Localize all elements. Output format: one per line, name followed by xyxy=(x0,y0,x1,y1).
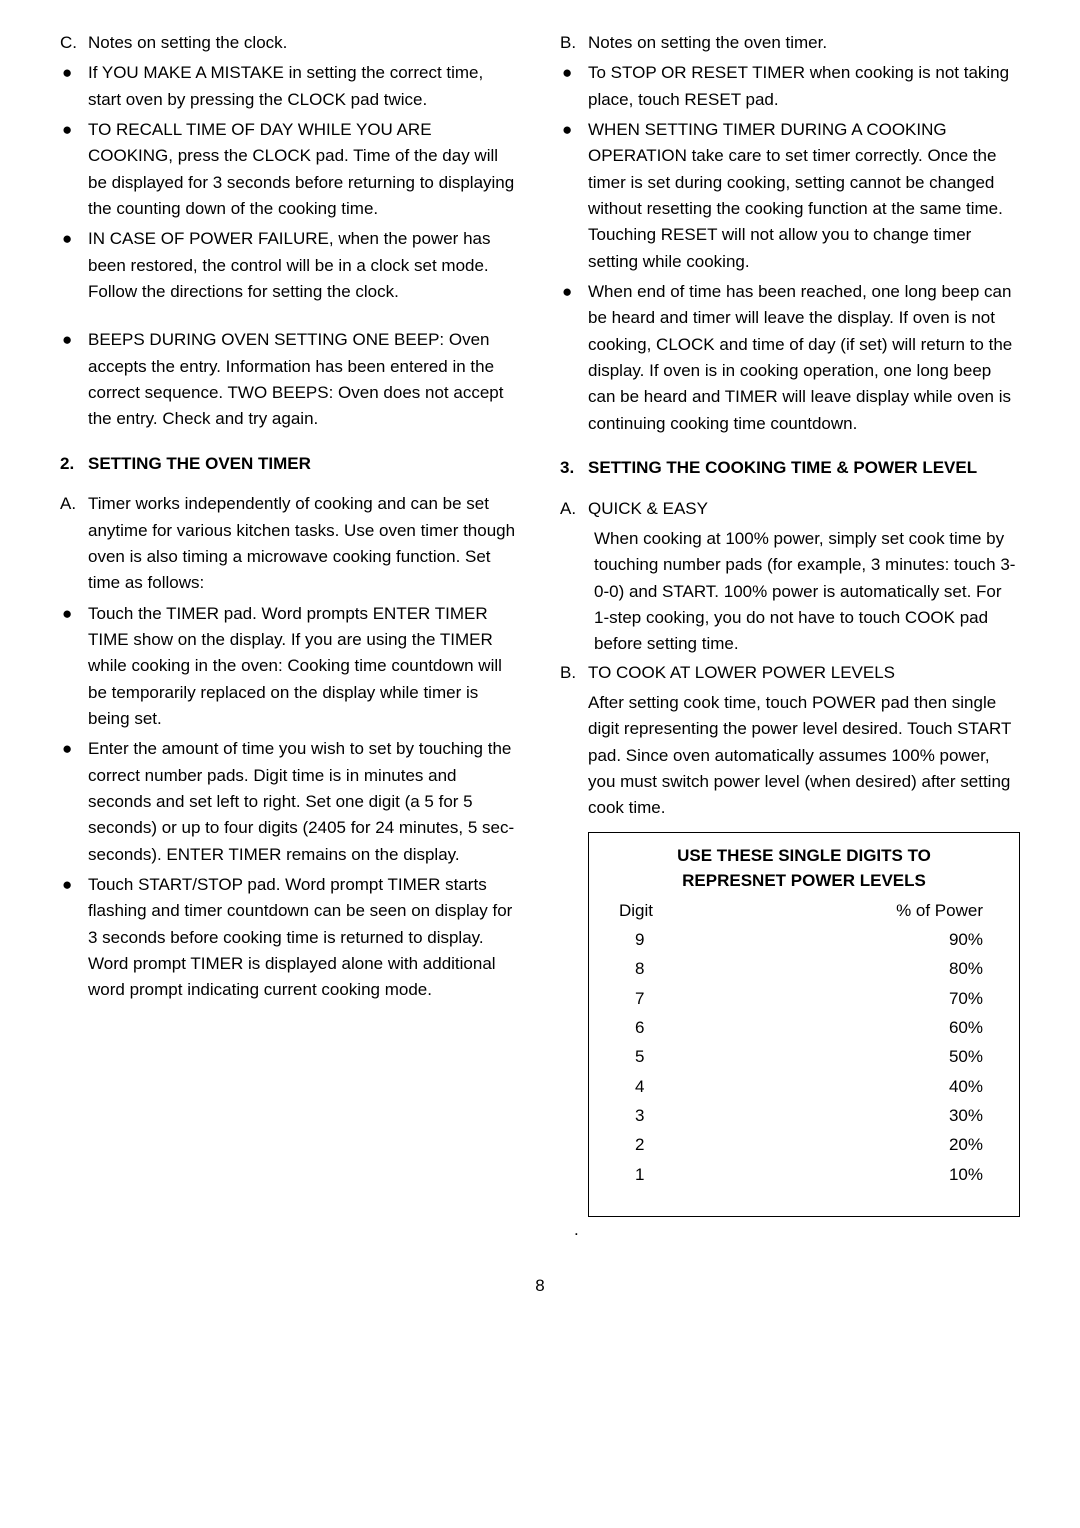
bullet-icon: ● xyxy=(560,279,588,437)
bullet-icon: ● xyxy=(560,60,588,113)
text-b2-body: After setting cook time, touch POWER pad… xyxy=(560,690,1020,822)
bullet-icon: ● xyxy=(560,117,588,275)
letter-a: A. xyxy=(60,491,88,596)
cell-digit: 3 xyxy=(635,1103,644,1129)
cell-digit: 4 xyxy=(635,1074,644,1100)
bullet-icon: ● xyxy=(60,117,88,222)
bullet-icon: ● xyxy=(60,872,88,1004)
letter-b2: B. xyxy=(560,660,588,686)
power-levels-table: USE THESE SINGLE DIGITS TO REPRESNET POW… xyxy=(588,832,1020,1217)
table-row: 4 40% xyxy=(607,1074,1001,1100)
text-a2-head: QUICK & EASY xyxy=(588,496,1020,522)
cell-digit: 1 xyxy=(635,1162,644,1188)
cell-power: 70% xyxy=(949,986,983,1012)
letter-c: C. xyxy=(60,30,88,56)
table-row: 8 80% xyxy=(607,956,1001,982)
section-number: 2. xyxy=(60,451,88,477)
bullet-text: BEEPS DURING OVEN SETTING ONE BEEP: Oven… xyxy=(88,327,520,432)
table-title-2: REPRESNET POWER LEVELS xyxy=(607,868,1001,894)
col-power: % of Power xyxy=(896,898,983,924)
section-title: SETTING THE COOKING TIME & POWER LEVEL xyxy=(588,455,977,481)
item-a: A. Timer works independently of cooking … xyxy=(60,491,520,596)
bullet-text: Enter the amount of time you wish to set… xyxy=(88,736,520,868)
table-row: 6 60% xyxy=(607,1015,1001,1041)
cell-digit: 8 xyxy=(635,956,644,982)
text-c: Notes on setting the clock. xyxy=(88,30,520,56)
list-item: ● Enter the amount of time you wish to s… xyxy=(60,736,520,868)
cell-digit: 2 xyxy=(635,1132,644,1158)
text-b: Notes on setting the oven timer. xyxy=(588,30,1020,56)
bullet-text: If YOU MAKE A MISTAKE in setting the cor… xyxy=(88,60,520,113)
letter-b: B. xyxy=(560,30,588,56)
table-header: Digit % of Power xyxy=(607,898,1001,924)
text-a2-body: When cooking at 100% power, simply set c… xyxy=(560,526,1020,658)
list-item: ● To STOP OR RESET TIMER when cooking is… xyxy=(560,60,1020,113)
page-number: 8 xyxy=(60,1273,1020,1299)
cell-power: 80% xyxy=(949,956,983,982)
bullet-text: TO RECALL TIME OF DAY WHILE YOU ARE COOK… xyxy=(88,117,520,222)
section-title: SETTING THE OVEN TIMER xyxy=(88,451,311,477)
cell-digit: 5 xyxy=(635,1044,644,1070)
bullet-text: Touch START/STOP pad. Word prompt TIMER … xyxy=(88,872,520,1004)
table-row: 5 50% xyxy=(607,1044,1001,1070)
list-item: ● Touch the TIMER pad. Word prompts ENTE… xyxy=(60,601,520,733)
bullet-text: When end of time has been reached, one l… xyxy=(588,279,1020,437)
bullet-icon: ● xyxy=(60,736,88,868)
cell-power: 50% xyxy=(949,1044,983,1070)
letter-a2: A. xyxy=(560,496,588,522)
item-b2: B. TO COOK AT LOWER POWER LEVELS xyxy=(560,660,1020,686)
list-item: ● TO RECALL TIME OF DAY WHILE YOU ARE CO… xyxy=(60,117,520,222)
list-item: ● If YOU MAKE A MISTAKE in setting the c… xyxy=(60,60,520,113)
table-row: 1 10% xyxy=(607,1162,1001,1188)
list-item: ● When end of time has been reached, one… xyxy=(560,279,1020,437)
section-3-heading: 3. SETTING THE COOKING TIME & POWER LEVE… xyxy=(560,455,1020,481)
table-row: 3 30% xyxy=(607,1103,1001,1129)
trailing-period: . xyxy=(574,1217,1020,1243)
text-a: Timer works independently of cooking and… xyxy=(88,491,520,596)
list-item: ● IN CASE OF POWER FAILURE, when the pow… xyxy=(60,226,520,305)
cell-digit: 7 xyxy=(635,986,644,1012)
cell-power: 40% xyxy=(949,1074,983,1100)
bullet-text: IN CASE OF POWER FAILURE, when the power… xyxy=(88,226,520,305)
section-number: 3. xyxy=(560,455,588,481)
list-item: ● Touch START/STOP pad. Word prompt TIME… xyxy=(60,872,520,1004)
item-a2: A. QUICK & EASY xyxy=(560,496,1020,522)
item-c: C. Notes on setting the clock. xyxy=(60,30,520,56)
list-item: ● WHEN SETTING TIMER DURING A COOKING OP… xyxy=(560,117,1020,275)
bullet-text: WHEN SETTING TIMER DURING A COOKING OPER… xyxy=(588,117,1020,275)
table-row: 7 70% xyxy=(607,986,1001,1012)
bullet-icon: ● xyxy=(60,327,88,432)
text-b2-head: TO COOK AT LOWER POWER LEVELS xyxy=(588,660,1020,686)
item-b: B. Notes on setting the oven timer. xyxy=(560,30,1020,56)
cell-power: 10% xyxy=(949,1162,983,1188)
cell-power: 90% xyxy=(949,927,983,953)
bullet-text: To STOP OR RESET TIMER when cooking is n… xyxy=(588,60,1020,113)
cell-power: 30% xyxy=(949,1103,983,1129)
bullet-icon: ● xyxy=(60,226,88,305)
bullet-icon: ● xyxy=(60,60,88,113)
cell-power: 20% xyxy=(949,1132,983,1158)
list-item: ● BEEPS DURING OVEN SETTING ONE BEEP: Ov… xyxy=(60,327,520,432)
table-title-1: USE THESE SINGLE DIGITS TO xyxy=(607,843,1001,869)
table-row: 9 90% xyxy=(607,927,1001,953)
bullet-icon: ● xyxy=(60,601,88,733)
cell-digit: 9 xyxy=(635,927,644,953)
section-2-heading: 2. SETTING THE OVEN TIMER xyxy=(60,451,520,477)
cell-digit: 6 xyxy=(635,1015,644,1041)
bullet-text: Touch the TIMER pad. Word prompts ENTER … xyxy=(88,601,520,733)
cell-power: 60% xyxy=(949,1015,983,1041)
left-column: C. Notes on setting the clock. ● If YOU … xyxy=(60,30,520,1243)
right-column: B. Notes on setting the oven timer. ● To… xyxy=(560,30,1020,1243)
col-digit: Digit xyxy=(619,898,653,924)
table-row: 2 20% xyxy=(607,1132,1001,1158)
